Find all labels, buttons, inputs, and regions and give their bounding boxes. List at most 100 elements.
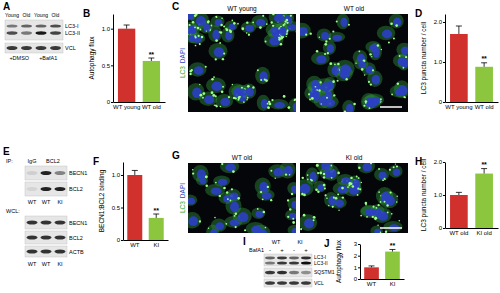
puncta — [325, 40, 327, 42]
puncta — [324, 43, 327, 46]
error-bar — [124, 25, 130, 29]
cytoplasm — [311, 52, 330, 65]
puncta — [232, 170, 235, 173]
band-label: LC3-II — [314, 260, 328, 266]
puncta — [316, 164, 319, 167]
puncta — [324, 53, 326, 55]
nucleus — [245, 25, 253, 32]
puncta — [357, 194, 359, 196]
nucleus — [332, 66, 340, 75]
bar-chart: J0123WTKI**Autophagy flux — [324, 238, 405, 287]
nucleus — [321, 163, 330, 171]
puncta — [333, 197, 335, 199]
blot-band — [265, 271, 275, 275]
puncta — [364, 74, 366, 76]
nucleus — [270, 27, 279, 35]
nucleus — [328, 169, 336, 179]
error-bar — [132, 170, 138, 175]
puncta — [308, 93, 310, 95]
puncta — [287, 106, 290, 109]
tick-label: 3 — [354, 241, 358, 247]
bar — [143, 61, 160, 102]
cytoplasm — [268, 164, 286, 178]
puncta — [194, 26, 196, 28]
image-title: WT old — [232, 154, 253, 161]
plot-area — [118, 25, 160, 102]
blot-strip — [264, 254, 312, 266]
puncta — [377, 204, 379, 206]
error-line — [126, 25, 127, 29]
blot-band — [265, 281, 275, 285]
treatment-sign: + — [304, 247, 308, 253]
puncta — [353, 103, 356, 106]
blot-band — [41, 250, 52, 254]
puncta — [215, 58, 217, 60]
nucleus — [211, 187, 222, 195]
puncta — [388, 42, 390, 44]
puncta — [280, 43, 283, 46]
cytoplasm — [188, 83, 205, 100]
puncta — [268, 107, 270, 109]
nucleus — [256, 19, 265, 27]
tick: WT young — [113, 104, 140, 110]
tick: WT old — [142, 104, 161, 110]
cytoplasm — [288, 98, 296, 112]
error-cap — [389, 249, 395, 250]
nucleus — [311, 80, 320, 90]
blot-band — [265, 257, 275, 260]
cytoplasm — [287, 182, 296, 195]
puncta — [377, 224, 378, 225]
bar — [450, 195, 468, 228]
blot-strip — [5, 43, 63, 53]
band-label: BECN1 — [69, 220, 87, 226]
puncta — [285, 173, 287, 175]
puncta — [332, 80, 335, 83]
tick-label: WT young — [445, 104, 472, 110]
puncta — [380, 98, 382, 100]
puncta — [275, 177, 277, 179]
nucleus — [335, 200, 344, 208]
puncta — [289, 208, 291, 210]
axis-line — [123, 163, 124, 241]
cytoplasm — [188, 195, 197, 206]
tick-label: KI — [153, 242, 159, 248]
puncta — [363, 105, 365, 107]
nucleus — [285, 15, 292, 24]
puncta — [246, 99, 248, 101]
image-background — [188, 14, 296, 112]
y-axis: 00.51.0 — [112, 163, 124, 244]
puncta — [287, 216, 289, 218]
cytoplasm — [327, 62, 341, 77]
nucleus — [340, 18, 347, 27]
nucleus — [377, 211, 388, 220]
puncta — [286, 19, 289, 22]
blot-band — [27, 236, 38, 240]
puncta — [270, 199, 272, 201]
puncta — [219, 31, 221, 33]
puncta — [373, 206, 375, 208]
puncta — [195, 14, 197, 16]
blot-band — [41, 236, 52, 240]
tick: 2 — [354, 253, 360, 259]
error-cap — [481, 62, 487, 63]
puncta — [365, 202, 368, 205]
panel-letter: E — [3, 146, 10, 157]
puncta — [320, 103, 321, 104]
puncta — [262, 15, 264, 17]
puncta — [205, 66, 207, 68]
nucleus — [362, 163, 372, 172]
puncta — [319, 36, 321, 38]
puncta — [372, 69, 374, 71]
blot-band — [27, 171, 38, 175]
puncta — [265, 41, 267, 43]
puncta — [396, 165, 398, 167]
puncta — [389, 191, 391, 193]
cytoplasm — [300, 214, 317, 231]
tick: WT — [367, 281, 377, 287]
puncta — [270, 21, 272, 23]
puncta — [302, 177, 304, 179]
image-title: WT old — [344, 5, 365, 12]
error-cap — [153, 214, 159, 215]
axis-line — [113, 15, 114, 103]
puncta — [319, 172, 322, 175]
